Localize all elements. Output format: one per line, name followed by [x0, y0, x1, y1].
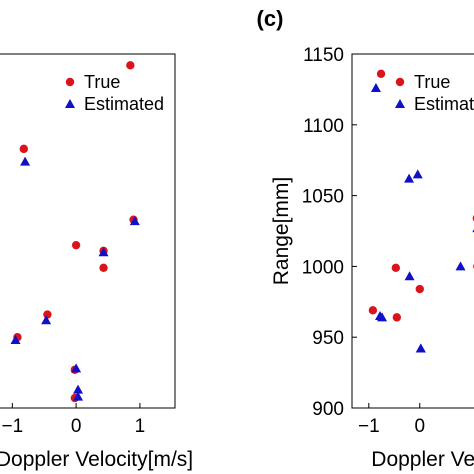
- true-point: [99, 263, 108, 273]
- y-tick-label: 1050: [302, 187, 344, 208]
- x-axis-title: Doppler Velocity[m/s]: [0, 448, 193, 471]
- legend-label: True: [84, 72, 120, 92]
- legend-marker-estimated: [65, 99, 75, 108]
- legend-label: True: [414, 72, 450, 92]
- true-point: [43, 310, 52, 319]
- y-tick-label: 1100: [303, 116, 344, 137]
- x-tick-label: −1: [1, 416, 23, 437]
- estimated-point: [98, 247, 109, 257]
- legend-marker-true: [65, 77, 75, 87]
- true-point: [392, 313, 402, 322]
- y-tick-label: 950: [312, 328, 344, 349]
- legend-label: Estimated: [84, 94, 164, 114]
- estimated-point: [73, 391, 84, 401]
- x-tick-label: 0: [414, 416, 425, 437]
- true-point: [71, 240, 81, 250]
- estimated-point: [455, 261, 466, 271]
- chart-panel-2: −1 0 900 950 1000 1050 1100 1150 Doppler Veloci R…: [270, 45, 474, 471]
- x-tick-label: −1: [358, 416, 380, 437]
- true-point: [391, 263, 401, 273]
- estimated-point: [412, 169, 423, 179]
- estimated-point: [41, 315, 52, 325]
- legend-marker-estimated: [395, 99, 405, 108]
- y-tick-label: 900: [312, 399, 344, 420]
- x-tick-label: 1: [135, 416, 146, 437]
- y-tick-label: 1150: [303, 45, 344, 66]
- y-axis-title: Range[mm]: [270, 177, 293, 286]
- true-point: [415, 284, 424, 294]
- plot-area-1: [0, 53, 176, 409]
- estimated-point: [10, 335, 21, 345]
- panel-tag: (c): [257, 6, 284, 31]
- estimated-point: [73, 384, 84, 394]
- true-point: [376, 69, 386, 79]
- x-axis-title: Doppler Veloci: [371, 448, 474, 471]
- true-point: [126, 61, 135, 70]
- estimated-point: [404, 173, 415, 183]
- y-tick-label: 1000: [302, 257, 344, 278]
- estimated-point: [415, 343, 426, 353]
- true-point: [368, 306, 378, 315]
- estimated-point: [404, 271, 415, 281]
- estimated-point: [71, 363, 82, 373]
- plot-area-2: [351, 53, 474, 409]
- estimated-point: [129, 216, 140, 226]
- true-point: [19, 144, 29, 154]
- x-tick-label: 0: [71, 416, 82, 437]
- legend-label: Estimated: [414, 94, 474, 114]
- estimated-point: [375, 310, 386, 320]
- estimated-point: [370, 82, 381, 92]
- estimated-point: [20, 156, 31, 166]
- legend-marker-true: [395, 77, 405, 87]
